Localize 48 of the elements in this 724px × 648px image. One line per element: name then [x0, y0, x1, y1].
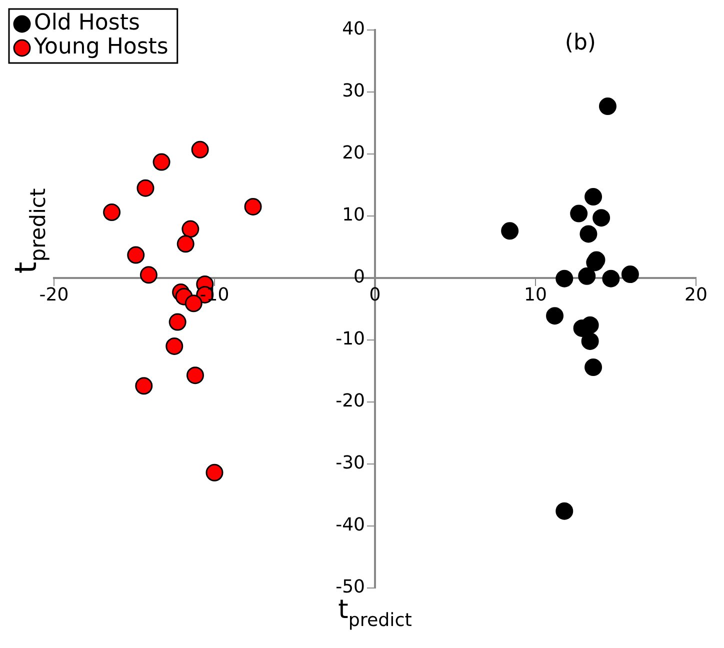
point — [127, 246, 145, 264]
y-tick-label: 10 — [342, 204, 365, 226]
point — [136, 179, 154, 197]
x-tick-label: 0 — [369, 284, 381, 306]
y-tick-label: 30 — [342, 80, 365, 102]
y-axis-title: tpredict — [9, 188, 50, 274]
point — [166, 337, 184, 355]
y-tick-label: 20 — [342, 142, 365, 164]
point — [602, 270, 620, 288]
point — [184, 294, 202, 312]
point — [556, 270, 574, 288]
y-tick-label: 40 — [342, 18, 365, 40]
point — [168, 313, 186, 331]
point — [176, 235, 194, 253]
point — [140, 266, 158, 284]
point — [191, 140, 209, 158]
point — [584, 358, 602, 376]
point — [556, 502, 574, 520]
point — [206, 464, 224, 482]
point — [501, 222, 519, 240]
point — [135, 377, 153, 395]
point — [578, 267, 596, 285]
y-tick-label: -10 — [336, 328, 365, 350]
x-tick-label: 10 — [524, 284, 547, 306]
legend-label: Old Hosts — [34, 10, 140, 36]
annotation: (b) — [564, 30, 596, 56]
y-tick-label: 0 — [354, 266, 365, 288]
point — [546, 307, 564, 325]
point — [592, 209, 610, 227]
point — [182, 220, 200, 238]
point — [584, 188, 602, 206]
point — [103, 204, 121, 222]
y-tick-label: -30 — [336, 452, 365, 474]
y-tick-label: -20 — [336, 390, 365, 412]
point — [570, 204, 588, 222]
point — [598, 98, 616, 116]
y-tick-label: -40 — [336, 514, 365, 536]
x-tick-label: -20 — [39, 284, 69, 306]
point — [621, 266, 639, 284]
y-tick-label: -50 — [336, 576, 365, 598]
legend-label: Young Hosts — [33, 34, 168, 60]
point — [152, 153, 170, 171]
x-tick-label: 20 — [684, 284, 708, 306]
point — [581, 332, 599, 350]
point — [186, 366, 204, 384]
point — [580, 225, 598, 243]
point — [581, 316, 599, 334]
point — [244, 198, 262, 216]
